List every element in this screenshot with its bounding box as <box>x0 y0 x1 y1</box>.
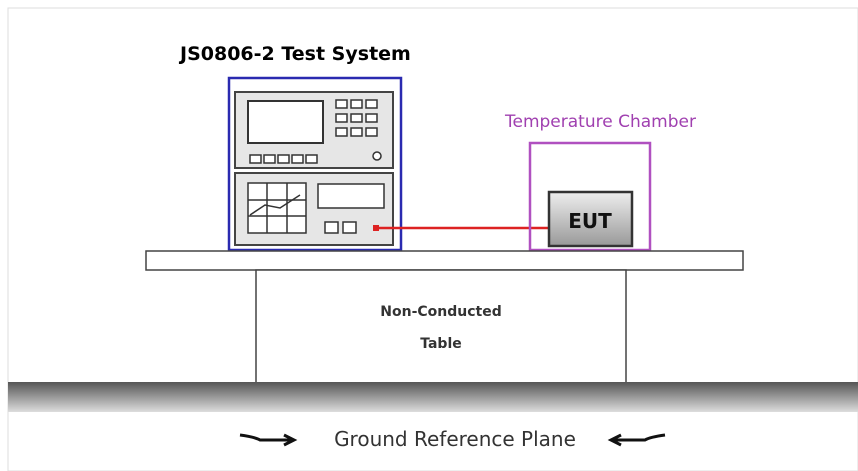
chamber-label: Temperature Chamber <box>504 112 696 132</box>
system-box <box>227 76 403 252</box>
graph <box>247 182 385 234</box>
title: JS0806-2 Test System <box>178 43 411 65</box>
arrow-right <box>239 433 298 447</box>
arrow-left <box>607 433 666 447</box>
connector <box>373 225 379 231</box>
table-top <box>145 250 744 271</box>
screen <box>247 100 324 144</box>
table-label: Non-Conducted <box>380 304 501 320</box>
eut-box <box>547 190 634 248</box>
eut-label: EUT <box>568 209 612 233</box>
ground-plane <box>8 382 858 412</box>
table-body <box>255 269 627 385</box>
table-label: Table <box>420 336 462 352</box>
keys <box>249 99 382 164</box>
chamber-box <box>528 141 652 252</box>
ground-label: Ground Reference Plane <box>334 427 576 451</box>
